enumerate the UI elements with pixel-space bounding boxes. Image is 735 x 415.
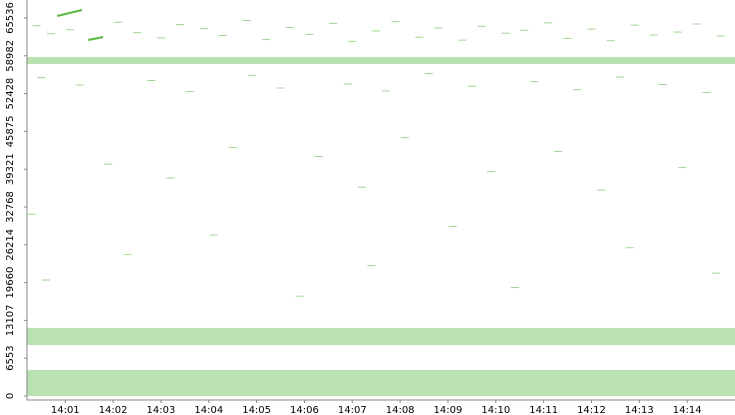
point [113, 21, 122, 23]
point [477, 25, 486, 27]
point [587, 28, 596, 30]
y-tick-label: 26214 [5, 229, 16, 261]
point [104, 163, 113, 165]
point [46, 33, 55, 35]
x-tick-label: 14:03 [147, 405, 176, 415]
point [678, 167, 687, 169]
y-tick-label: 19660 [5, 267, 16, 299]
point [286, 26, 295, 28]
point [391, 21, 400, 23]
point [200, 28, 208, 30]
point [372, 30, 381, 32]
x-tick-label: 14:02 [99, 405, 128, 415]
point [357, 186, 366, 188]
point [415, 36, 424, 38]
point [27, 213, 36, 215]
x-tick-label: 14:12 [577, 405, 606, 415]
y-tick-label: 39321 [5, 153, 16, 185]
dense-band [27, 327, 735, 345]
point [606, 40, 615, 42]
x-tick-label: 14:14 [673, 405, 702, 415]
y-tick-label: 32768 [5, 191, 16, 223]
point [554, 150, 562, 152]
point [487, 171, 496, 173]
dense-band [27, 57, 735, 65]
y-tick-label: 13107 [5, 304, 16, 336]
point [147, 80, 156, 82]
y-tick-label: 58982 [5, 40, 16, 72]
point [630, 24, 639, 26]
point [400, 137, 409, 139]
segment [56, 9, 83, 18]
point [458, 39, 467, 41]
segment [88, 36, 104, 42]
point [276, 87, 285, 89]
x-tick-label: 14:05 [242, 405, 271, 415]
point [166, 177, 175, 179]
point [501, 32, 510, 34]
point [692, 23, 701, 25]
point [367, 265, 376, 267]
dense-band [27, 369, 735, 396]
point [305, 33, 314, 35]
point [343, 83, 352, 85]
point [424, 73, 433, 75]
point [247, 74, 256, 76]
y-tick-label: 52428 [5, 78, 16, 110]
point [123, 254, 132, 256]
y-tick-label: 45875 [5, 115, 16, 147]
y-tick-label: 0 [5, 393, 16, 399]
point [649, 34, 658, 36]
point [156, 37, 165, 39]
x-tick-label: 14:01 [51, 405, 80, 415]
point [530, 81, 539, 83]
point [32, 25, 41, 27]
x-tick-label: 14:11 [529, 405, 558, 415]
point [176, 24, 185, 26]
point [185, 90, 194, 92]
y-tick-label: 6553 [5, 345, 16, 370]
point [510, 287, 519, 289]
point [75, 84, 84, 86]
point [228, 146, 237, 148]
point [329, 22, 338, 24]
point [716, 35, 725, 37]
point [711, 272, 720, 274]
point [262, 39, 271, 41]
y-tick-label: 65536 [5, 2, 16, 34]
point [348, 40, 357, 42]
point [209, 234, 218, 236]
point [573, 89, 582, 91]
point [563, 37, 572, 39]
point [597, 189, 606, 191]
point [66, 29, 75, 31]
x-tick-label: 14:09 [434, 405, 463, 415]
x-tick-label: 14:13 [625, 405, 654, 415]
x-tick-label: 14:10 [481, 405, 510, 415]
point [42, 279, 51, 281]
point [243, 20, 252, 22]
point [295, 295, 304, 297]
x-tick-label: 14:07 [338, 405, 367, 415]
x-tick-label: 14:06 [290, 405, 319, 415]
point [434, 27, 443, 29]
x-tick-label: 14:04 [194, 405, 223, 415]
point [625, 247, 634, 249]
point [448, 225, 457, 227]
point [467, 85, 476, 87]
point [702, 92, 711, 94]
point [616, 76, 625, 78]
point [381, 90, 390, 92]
point [520, 29, 529, 31]
point [544, 22, 553, 24]
point [37, 77, 46, 79]
x-tick-label: 14:08 [386, 405, 415, 415]
point [133, 32, 142, 34]
point [673, 31, 682, 33]
point [659, 84, 668, 86]
point [219, 35, 228, 37]
point [314, 156, 323, 158]
